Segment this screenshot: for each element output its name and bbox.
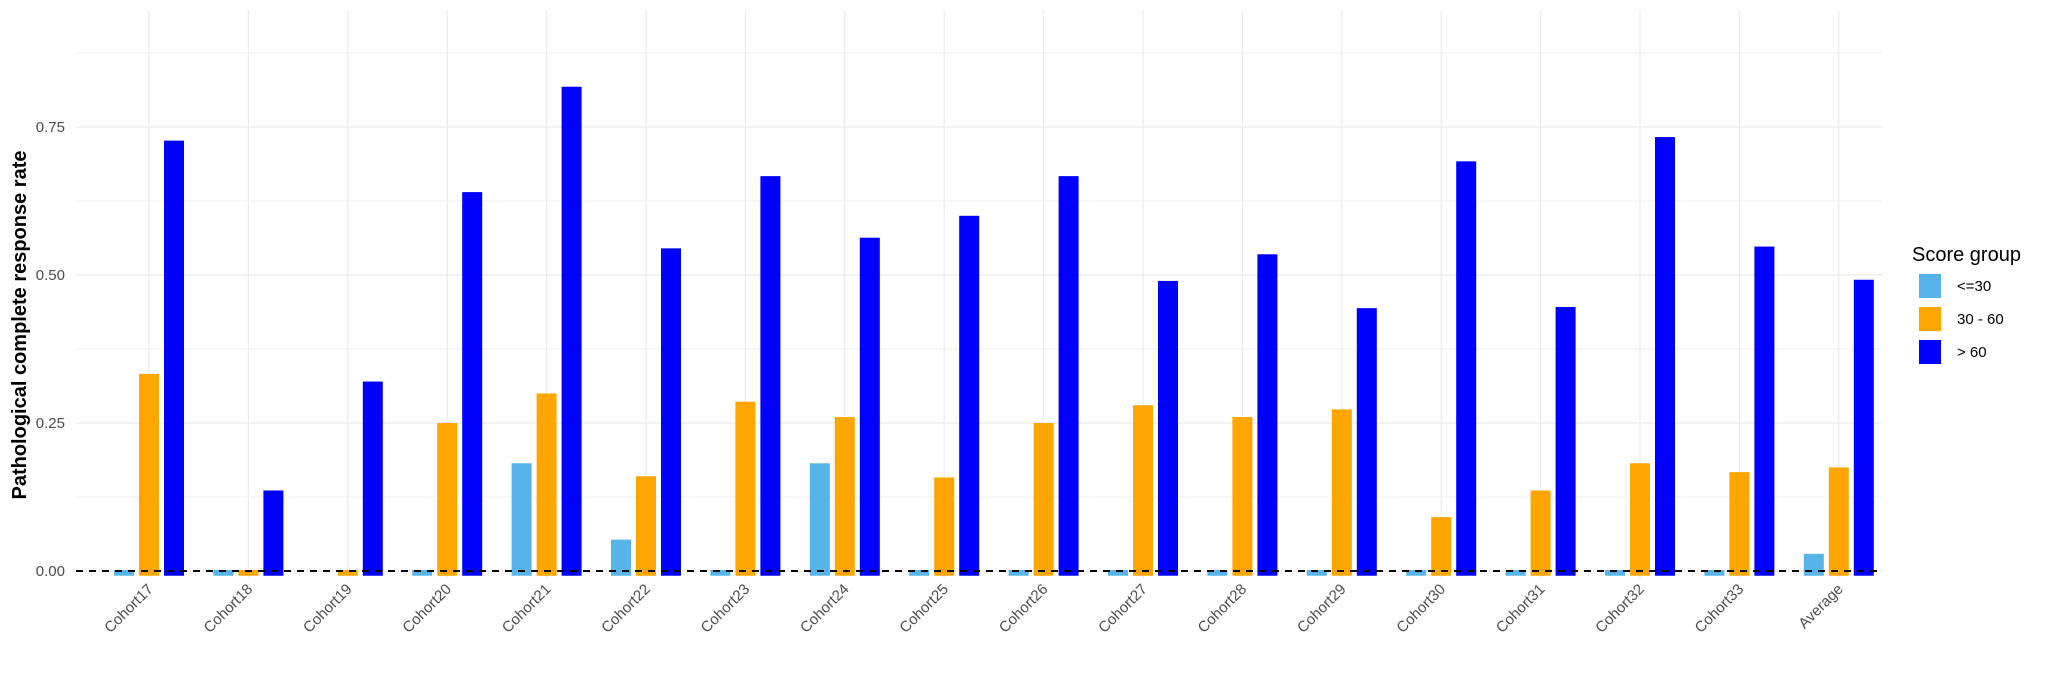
- bar-cohort21-series-2: [536, 393, 557, 576]
- bar-average-series-3: [1853, 279, 1874, 576]
- bar-cohort30-series-3: [1456, 161, 1477, 576]
- bar-cohort25-series-3: [959, 215, 980, 576]
- bar-cohort20-series-2: [437, 423, 458, 576]
- bar-cohort27-series-1: [1108, 570, 1128, 576]
- x-tick-label: Cohort17: [101, 581, 157, 637]
- x-tick-label: Cohort22: [598, 581, 654, 637]
- x-tick-label: Cohort29: [1294, 581, 1350, 637]
- x-tick-label: Cohort32: [1592, 581, 1648, 637]
- x-tick-label: Cohort30: [1393, 581, 1449, 637]
- bar-cohort24-series-3: [859, 237, 880, 576]
- bar-cohort17-series-1: [114, 570, 134, 576]
- y-axis-ticks: 0.00 0.25 0.50 0.75: [36, 119, 65, 580]
- y-tick-label: 0.25: [36, 415, 65, 432]
- bar-cohort25-series-1: [909, 570, 930, 576]
- legend-label: > 60: [1957, 344, 1987, 361]
- bar-cohort24-series-1: [809, 463, 830, 576]
- bar-cohort33-series-3: [1754, 246, 1775, 576]
- bar-cohort29-series-2: [1331, 409, 1352, 576]
- bar-cohort33-series-2: [1729, 472, 1750, 576]
- legend-key-1: [1919, 274, 1941, 298]
- legend: Score group <=30 30 - 60 > 60: [1912, 244, 2021, 364]
- x-tick-label: Cohort28: [1195, 581, 1251, 637]
- x-tick-label: Cohort19: [300, 581, 356, 637]
- bar-cohort23-series-1: [710, 570, 731, 576]
- y-tick-label: 0.00: [36, 563, 65, 580]
- y-axis-title: Pathological complete response rate: [9, 151, 31, 500]
- bar-average-series-2: [1828, 467, 1849, 576]
- bar-cohort29-series-3: [1356, 308, 1377, 576]
- bar-cohort25-series-2: [934, 477, 955, 576]
- bar-cohort26-series-2: [1033, 423, 1054, 576]
- bar-cohort31-series-2: [1530, 490, 1551, 576]
- bar-cohort20-series-1: [412, 570, 433, 576]
- bar-cohort32-series-3: [1655, 137, 1675, 576]
- bars: [114, 86, 1874, 576]
- bar-cohort22-series-3: [661, 248, 681, 576]
- bar-cohort19-series-2: [337, 570, 358, 576]
- bar-cohort31-series-3: [1555, 306, 1576, 576]
- bar-cohort18-series-3: [263, 490, 284, 576]
- bar-cohort20-series-3: [462, 192, 483, 576]
- y-tick-label: 0.75: [36, 119, 65, 136]
- bar-cohort17-series-2: [139, 373, 159, 576]
- bar-cohort27-series-3: [1158, 280, 1178, 576]
- x-tick-label: Cohort24: [797, 581, 853, 637]
- legend-label: 30 - 60: [1957, 311, 2004, 328]
- bar-cohort18-series-2: [238, 570, 259, 576]
- x-tick-label: Cohort23: [698, 581, 754, 637]
- bar-cohort29-series-1: [1306, 570, 1327, 576]
- bar-cohort23-series-3: [760, 176, 781, 576]
- x-tick-label: Cohort20: [399, 581, 455, 637]
- legend-key-2: [1919, 307, 1941, 331]
- x-tick-label: Average: [1795, 581, 1846, 632]
- legend-key-3: [1919, 340, 1941, 364]
- bar-cohort22-series-1: [611, 539, 631, 576]
- bar-cohort31-series-1: [1505, 570, 1526, 576]
- x-tick-label: Cohort26: [996, 581, 1052, 637]
- x-axis-ticks: Cohort17 Cohort18 Cohort19 Cohort20 Cohort21…: [101, 581, 1846, 637]
- bar-cohort28-series-3: [1257, 254, 1278, 576]
- x-tick-label: Cohort21: [499, 581, 555, 637]
- bar-average-series-1: [1803, 553, 1824, 576]
- y-tick-label: 0.50: [36, 267, 65, 284]
- legend-title: Score group: [1912, 244, 2021, 266]
- x-tick-label: Cohort33: [1692, 581, 1748, 637]
- bar-cohort26-series-1: [1008, 570, 1029, 576]
- x-tick-label: Cohort25: [896, 581, 952, 637]
- bar-cohort19-series-3: [362, 381, 383, 576]
- bar-cohort33-series-1: [1704, 570, 1725, 576]
- x-tick-label: Cohort27: [1095, 581, 1151, 637]
- bar-cohort28-series-1: [1207, 570, 1228, 576]
- bar-cohort27-series-2: [1133, 405, 1153, 576]
- bar-cohort21-series-3: [561, 86, 582, 576]
- bar-cohort32-series-2: [1630, 463, 1650, 576]
- bar-cohort23-series-2: [735, 401, 756, 576]
- bar-cohort17-series-3: [164, 140, 184, 576]
- bar-cohort28-series-2: [1232, 417, 1253, 576]
- bar-cohort30-series-2: [1431, 517, 1452, 576]
- bar-cohort21-series-1: [511, 463, 532, 576]
- legend-label: <=30: [1957, 278, 1991, 295]
- bar-cohort18-series-1: [213, 570, 234, 576]
- x-tick-label: Cohort31: [1493, 581, 1549, 637]
- bar-cohort22-series-2: [636, 476, 656, 576]
- bar-cohort30-series-1: [1406, 570, 1427, 576]
- bar-cohort32-series-1: [1605, 570, 1625, 576]
- bar-cohort26-series-3: [1058, 176, 1079, 576]
- x-tick-label: Cohort18: [201, 581, 257, 637]
- bar-cohort24-series-2: [834, 417, 855, 576]
